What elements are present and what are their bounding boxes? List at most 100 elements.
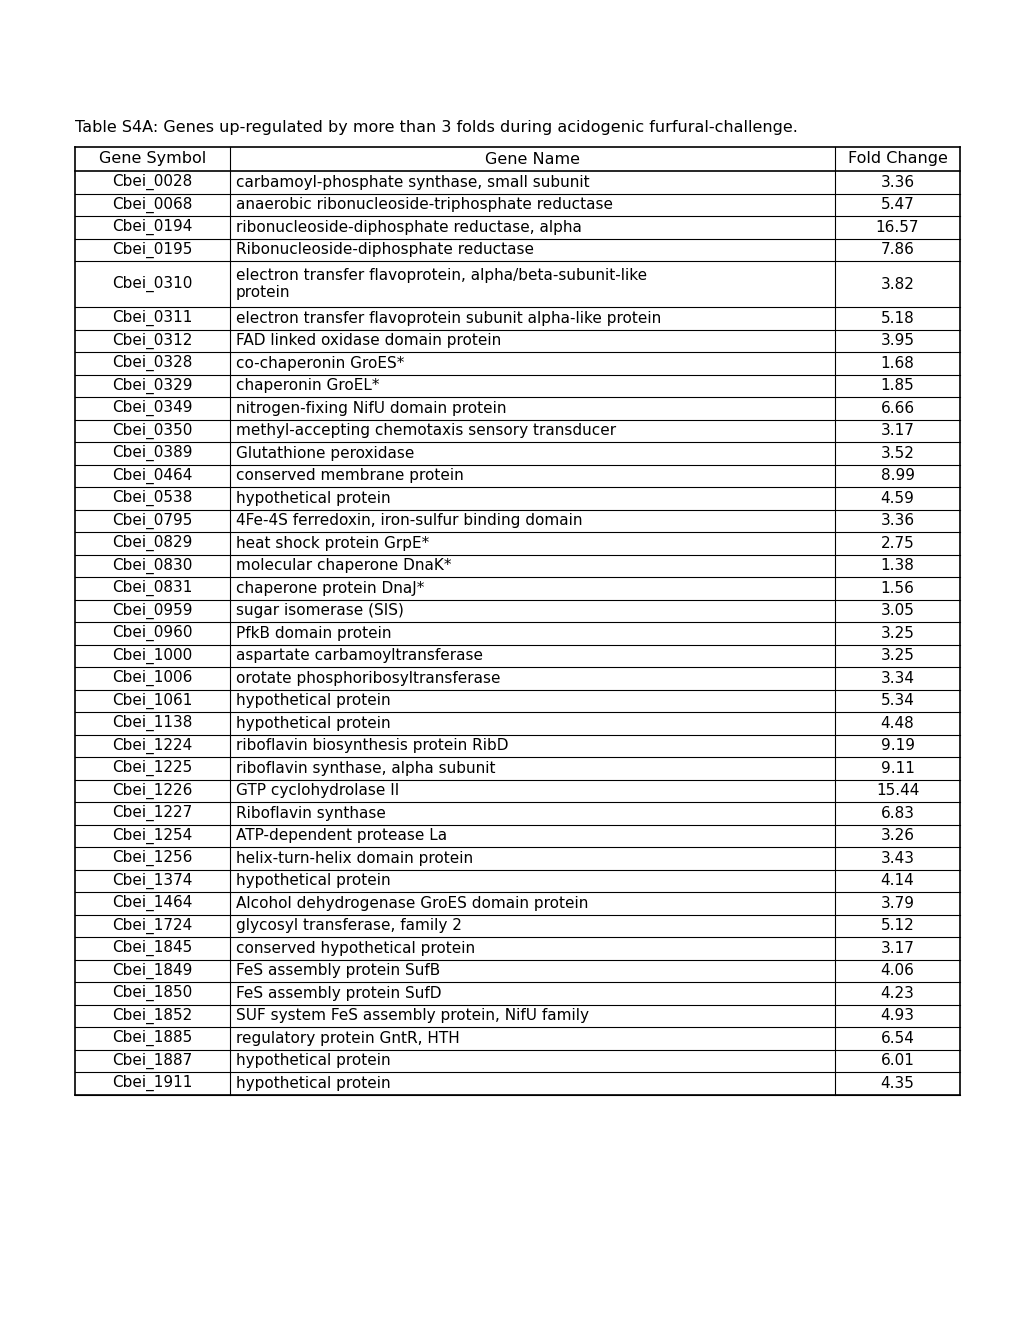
- Text: riboflavin synthase, alpha subunit: riboflavin synthase, alpha subunit: [235, 760, 495, 776]
- Text: Cbei_1224: Cbei_1224: [112, 738, 193, 754]
- Text: Cbei_0830: Cbei_0830: [112, 558, 193, 574]
- Text: PfkB domain protein: PfkB domain protein: [235, 626, 391, 642]
- Text: 9.11: 9.11: [879, 760, 914, 776]
- Text: 3.36: 3.36: [879, 513, 914, 528]
- Text: FAD linked oxidase domain protein: FAD linked oxidase domain protein: [235, 334, 500, 348]
- Text: conserved hypothetical protein: conserved hypothetical protein: [235, 941, 475, 956]
- Text: 16.57: 16.57: [875, 219, 918, 235]
- Text: 4.35: 4.35: [879, 1076, 914, 1090]
- Text: 3.43: 3.43: [879, 851, 914, 866]
- Text: Cbei_0829: Cbei_0829: [112, 536, 193, 552]
- Text: hypothetical protein: hypothetical protein: [235, 693, 390, 709]
- Text: Alcohol dehydrogenase GroES domain protein: Alcohol dehydrogenase GroES domain prote…: [235, 896, 588, 911]
- Text: Cbei_0329: Cbei_0329: [112, 378, 193, 393]
- Text: Cbei_0349: Cbei_0349: [112, 400, 193, 417]
- Text: Cbei_0068: Cbei_0068: [112, 197, 193, 213]
- Text: 15.44: 15.44: [875, 783, 918, 799]
- Text: 5.34: 5.34: [879, 693, 914, 709]
- Text: FeS assembly protein SufB: FeS assembly protein SufB: [235, 964, 440, 978]
- Text: 3.26: 3.26: [879, 829, 914, 843]
- Text: Cbei_1254: Cbei_1254: [112, 828, 193, 843]
- Text: carbamoyl-phosphate synthase, small subunit: carbamoyl-phosphate synthase, small subu…: [235, 174, 589, 190]
- Text: ribonucleoside-diphosphate reductase, alpha: ribonucleoside-diphosphate reductase, al…: [235, 219, 581, 235]
- Text: glycosyl transferase, family 2: glycosyl transferase, family 2: [235, 919, 462, 933]
- Text: Cbei_1227: Cbei_1227: [112, 805, 193, 821]
- Text: 3.34: 3.34: [879, 671, 914, 686]
- Text: Cbei_1138: Cbei_1138: [112, 715, 193, 731]
- Text: ATP-dependent protease La: ATP-dependent protease La: [235, 829, 446, 843]
- Text: 1.38: 1.38: [879, 558, 914, 573]
- Text: Cbei_0312: Cbei_0312: [112, 333, 193, 348]
- Text: 4.48: 4.48: [879, 715, 913, 731]
- Text: Glutathione peroxidase: Glutathione peroxidase: [235, 446, 414, 461]
- Text: 3.36: 3.36: [879, 174, 914, 190]
- Text: heat shock protein GrpE*: heat shock protein GrpE*: [235, 536, 429, 550]
- Text: Cbei_0194: Cbei_0194: [112, 219, 193, 235]
- Text: Cbei_1225: Cbei_1225: [112, 760, 193, 776]
- Text: 1.85: 1.85: [879, 379, 913, 393]
- Text: Cbei_0795: Cbei_0795: [112, 512, 193, 529]
- Text: hypothetical protein: hypothetical protein: [235, 874, 390, 888]
- Text: 8.99: 8.99: [879, 469, 914, 483]
- Text: nitrogen-fixing NifU domain protein: nitrogen-fixing NifU domain protein: [235, 401, 506, 416]
- Text: hypothetical protein: hypothetical protein: [235, 491, 390, 506]
- Text: 3.95: 3.95: [879, 334, 914, 348]
- Text: 3.79: 3.79: [879, 896, 914, 911]
- Text: Cbei_1464: Cbei_1464: [112, 895, 193, 912]
- Text: 3.05: 3.05: [879, 603, 914, 618]
- Text: 1.68: 1.68: [879, 356, 914, 371]
- Text: Riboflavin synthase: Riboflavin synthase: [235, 807, 385, 821]
- Text: 9.19: 9.19: [879, 738, 914, 754]
- Text: 3.25: 3.25: [879, 626, 914, 642]
- Text: 3.17: 3.17: [879, 424, 914, 438]
- Text: Cbei_0028: Cbei_0028: [112, 174, 193, 190]
- Text: 4.59: 4.59: [879, 491, 914, 506]
- Text: Gene Name: Gene Name: [484, 152, 580, 166]
- Text: GTP cyclohydrolase II: GTP cyclohydrolase II: [235, 783, 398, 799]
- Text: 3.17: 3.17: [879, 941, 914, 956]
- Text: Cbei_1226: Cbei_1226: [112, 783, 193, 799]
- Text: 3.25: 3.25: [879, 648, 914, 664]
- Text: helix-turn-helix domain protein: helix-turn-helix domain protein: [235, 851, 473, 866]
- Text: anaerobic ribonucleoside-triphosphate reductase: anaerobic ribonucleoside-triphosphate re…: [235, 197, 612, 213]
- Text: 4.23: 4.23: [879, 986, 914, 1001]
- Text: Cbei_0464: Cbei_0464: [112, 467, 193, 484]
- Text: SUF system FeS assembly protein, NifU family: SUF system FeS assembly protein, NifU fa…: [235, 1008, 588, 1023]
- Text: Fold Change: Fold Change: [847, 152, 947, 166]
- Text: electron transfer flavoprotein subunit alpha-like protein: electron transfer flavoprotein subunit a…: [235, 312, 660, 326]
- Text: Cbei_0310: Cbei_0310: [112, 276, 193, 292]
- Text: 4.93: 4.93: [879, 1008, 914, 1023]
- Text: Table S4A: Genes up-regulated by more than 3 folds during acidogenic furfural-ch: Table S4A: Genes up-regulated by more th…: [75, 120, 797, 135]
- Text: molecular chaperone DnaK*: molecular chaperone DnaK*: [235, 558, 451, 573]
- Text: Cbei_0538: Cbei_0538: [112, 490, 193, 507]
- Text: 5.12: 5.12: [879, 919, 913, 933]
- Text: 6.66: 6.66: [879, 401, 914, 416]
- Text: hypothetical protein: hypothetical protein: [235, 1053, 390, 1068]
- Text: Gene Symbol: Gene Symbol: [99, 152, 206, 166]
- Text: 7.86: 7.86: [879, 243, 914, 257]
- Text: 1.56: 1.56: [879, 581, 914, 595]
- Text: hypothetical protein: hypothetical protein: [235, 1076, 390, 1090]
- Text: Cbei_1911: Cbei_1911: [112, 1076, 193, 1092]
- Text: riboflavin biosynthesis protein RibD: riboflavin biosynthesis protein RibD: [235, 738, 508, 754]
- Text: Cbei_1887: Cbei_1887: [112, 1053, 193, 1069]
- Text: chaperone protein DnaJ*: chaperone protein DnaJ*: [235, 581, 424, 595]
- Text: chaperonin GroEL*: chaperonin GroEL*: [235, 379, 379, 393]
- Text: Cbei_1374: Cbei_1374: [112, 873, 193, 888]
- Text: Cbei_0389: Cbei_0389: [112, 445, 193, 462]
- Text: Cbei_0831: Cbei_0831: [112, 581, 193, 597]
- Text: Cbei_0960: Cbei_0960: [112, 626, 193, 642]
- Text: 4.06: 4.06: [879, 964, 914, 978]
- Text: hypothetical protein: hypothetical protein: [235, 715, 390, 731]
- Text: co-chaperonin GroES*: co-chaperonin GroES*: [235, 356, 404, 371]
- Text: 4.14: 4.14: [879, 874, 913, 888]
- Text: Cbei_1006: Cbei_1006: [112, 671, 193, 686]
- Text: sugar isomerase (SIS): sugar isomerase (SIS): [235, 603, 404, 618]
- Text: conserved membrane protein: conserved membrane protein: [235, 469, 464, 483]
- Text: regulatory protein GntR, HTH: regulatory protein GntR, HTH: [235, 1031, 460, 1045]
- Text: 6.01: 6.01: [879, 1053, 914, 1068]
- Text: orotate phosphoribosyltransferase: orotate phosphoribosyltransferase: [235, 671, 500, 686]
- Text: Cbei_0311: Cbei_0311: [112, 310, 193, 326]
- Text: FeS assembly protein SufD: FeS assembly protein SufD: [235, 986, 441, 1001]
- Text: 3.52: 3.52: [879, 446, 914, 461]
